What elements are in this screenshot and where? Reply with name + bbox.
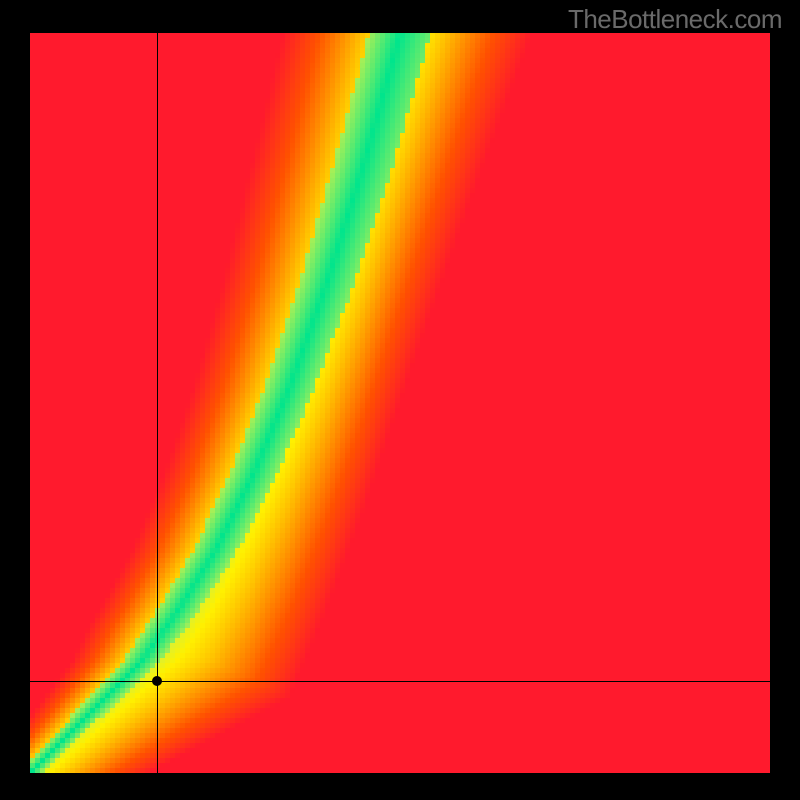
- crosshair-horizontal: [30, 681, 770, 682]
- crosshair-vertical: [157, 33, 158, 773]
- heatmap-plot: [30, 33, 770, 773]
- crosshair-marker: [152, 676, 162, 686]
- watermark-text: TheBottleneck.com: [568, 4, 782, 35]
- heatmap-canvas: [30, 33, 770, 773]
